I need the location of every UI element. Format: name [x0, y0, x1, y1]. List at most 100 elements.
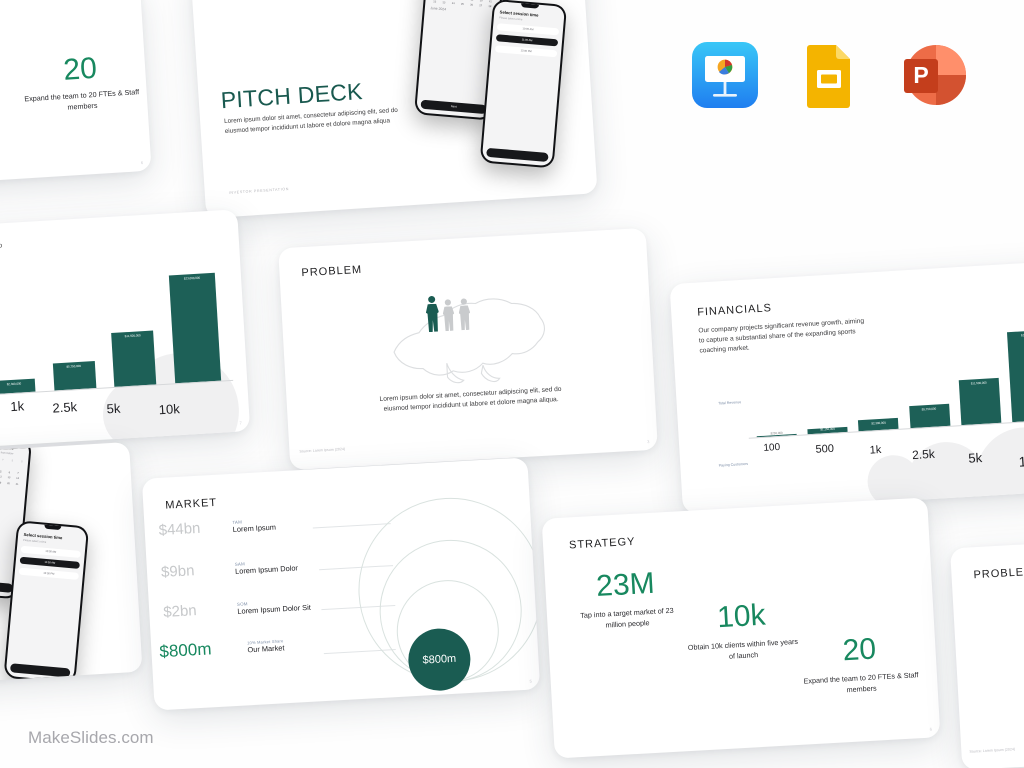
calendar-day[interactable]: 7 [17, 471, 19, 475]
microsoft-powerpoint-icon[interactable]: P [900, 42, 966, 108]
bar-column: $1,150,000 [803, 342, 848, 435]
phone-confirm-button[interactable] [486, 147, 549, 162]
calendar-day[interactable]: 19 [468, 0, 476, 3]
category-label-10k: 10k [158, 401, 181, 418]
pitch-deck-footer: INVESTOR PRESENTATION [228, 187, 290, 195]
slide-problem-partial[interactable]: PROBLEM Source: Lorem Ipsum (2024) [950, 531, 1024, 768]
category-label-10k: 10k [1018, 452, 1024, 470]
calendar-day[interactable]: 6 [8, 470, 11, 475]
bar-value-label: $5,750,000 [66, 363, 82, 369]
calendar-day[interactable]: 20 [6, 481, 10, 485]
bar-column: $2,300,000 [0, 284, 36, 395]
person-figure-highlighted [425, 295, 440, 333]
calendar-day[interactable]: 18 [459, 0, 467, 2]
strategy-partial-page-number: 6 [140, 160, 144, 166]
calendar-day[interactable]: 14 [16, 477, 20, 481]
market-title: MARKET [165, 496, 218, 512]
phone-time-option-selected[interactable]: 11:00 AM [20, 556, 80, 569]
financials-partial-page-number: 7 [239, 420, 242, 426]
problem-page-number: 3 [647, 439, 650, 445]
phone-mockup-time-picker[interactable]: Select session time Please select a time… [479, 0, 568, 169]
strategy-number-1: 23M [595, 566, 656, 603]
financials-title: FINANCIALS [696, 302, 773, 319]
bar-value-label: $2,300,000 [871, 420, 886, 426]
bar-value-label: $11,500,000 [124, 333, 141, 339]
weekday-label: S [11, 459, 14, 463]
weekday-label: S [20, 460, 23, 464]
google-slides-icon[interactable] [796, 42, 862, 108]
leader-line [312, 523, 391, 529]
bar-group: $230,000 $1,150,000 $2,300,000 [751, 329, 1024, 438]
slide-problem[interactable]: PROBLEM [278, 227, 658, 471]
phone-time-option-selected[interactable]: 11:00 AM [496, 34, 558, 47]
strategy-partial-text-2: Expand the team to 20 FTEs & Staff membe… [24, 87, 140, 112]
region-map-outline [383, 283, 557, 397]
chart-x-axis-label: Paying Customers [718, 461, 749, 468]
phone-confirm-button[interactable] [10, 662, 71, 678]
slide-strategy[interactable]: STRATEGY 23M Tap into a target market of… [541, 497, 941, 759]
market-row-tam: $44bn TAM Lorem Ipsum [158, 516, 276, 540]
market-row-sam: $9bn SAM Lorem Ipsum Dolor [161, 556, 299, 581]
problem-partial-title: PROBLEM [973, 565, 1024, 582]
calendar-day[interactable]: 19 [0, 481, 4, 486]
app-icon-row: P [692, 42, 966, 108]
market-value-sam: $9bn [160, 562, 195, 582]
market-value-som: $2bn [162, 602, 198, 621]
category-label-5k: 5k [967, 449, 983, 466]
slide-financials[interactable]: FINANCIALS Our company projects signific… [669, 260, 1024, 514]
person-body [425, 304, 440, 333]
bar-group: $2,300,000 $5,750,000 $11,500,000 [0, 272, 222, 395]
bar-value-label: $11,500,000 [970, 380, 987, 386]
bar-column: $11,500,000 [108, 277, 157, 387]
bar: $23,000,000 [1006, 329, 1024, 423]
svg-text:P: P [913, 62, 928, 88]
bar: $11,500,000 [111, 330, 157, 387]
slide-market[interactable]: MARKET $44bn TAM Lorem Ipsum $9bn SAM Lo… [141, 457, 541, 711]
category-label-2-5k: 2.5k [911, 446, 936, 463]
market-circle-label: $800m [422, 652, 457, 667]
apple-keynote-icon[interactable] [692, 42, 758, 108]
calendar-day[interactable]: 21 [488, 0, 492, 3]
person-body [442, 306, 455, 331]
calendar-day[interactable]: 13 [7, 476, 11, 480]
category-label-500: 500 [815, 442, 835, 456]
bar-column: $5,750,000 [905, 336, 950, 429]
phone-next-button[interactable]: Next [420, 99, 487, 114]
bar-column: $23,000,000 [168, 272, 222, 384]
strategy-block-3: 20 Expand the team to 20 FTEs & Staff me… [801, 632, 920, 698]
phone-time-option[interactable]: 12:00 PM [495, 45, 557, 58]
strategy-page-number: 6 [929, 726, 933, 732]
calendar-day[interactable]: 21 [15, 482, 19, 486]
site-watermark: MakeSlides.com [28, 728, 154, 747]
bar-column: $23,000,000 [1006, 329, 1024, 423]
slide-pitch-deck-partial[interactable]: Select start session date Please select … [0, 441, 143, 689]
category-label-1k: 1k [9, 398, 25, 415]
person-figure-muted [442, 299, 455, 331]
calendar-day[interactable]: 5 [0, 470, 2, 474]
phone-time-option[interactable]: 12:00 PM [19, 567, 79, 580]
slide-pitch-deck[interactable]: PITCH DECK Lorem ipsum dolor sit amet, c… [190, 0, 598, 219]
calendar-day[interactable]: 12 [0, 475, 2, 479]
person-body [458, 305, 471, 330]
bar: $11,500,000 [958, 377, 1002, 426]
bar-value-label: $23,000,000 [1020, 332, 1024, 338]
calendar-day[interactable]: 20 [479, 0, 483, 3]
bar-value-label: $23,000,000 [183, 275, 201, 281]
strategy-number-2: 10k [716, 598, 767, 635]
market-row-our-market: $800m 10% Market Share Our Market [159, 635, 285, 662]
bar-value-label: $2,300,000 [6, 381, 22, 387]
market-value-tam: $44bn [158, 519, 201, 540]
slide-strategy-partial[interactable]: k s within unch 20 Expand the team to 20… [0, 0, 152, 190]
strategy-number-3: 20 [841, 632, 877, 668]
slide-financials-partial[interactable]: Our company projects significant revenue… [0, 209, 251, 457]
problem-title: PROBLEM [301, 263, 363, 280]
market-value-our-market: $800m [158, 639, 212, 662]
strategy-block-2: 10k Obtain 10k clients within five years… [685, 599, 800, 665]
bar: $5,750,000 [908, 403, 950, 429]
people-figure-group [425, 294, 472, 332]
phone-mockup-time-picker-partial[interactable]: Select session time Please select a time… [3, 520, 90, 685]
strategy-partial-block-2: 20 Expand the team to 20 FTEs & Staff me… [20, 51, 141, 116]
person-head [427, 295, 436, 304]
phone-next-button-label: Next [450, 104, 457, 109]
